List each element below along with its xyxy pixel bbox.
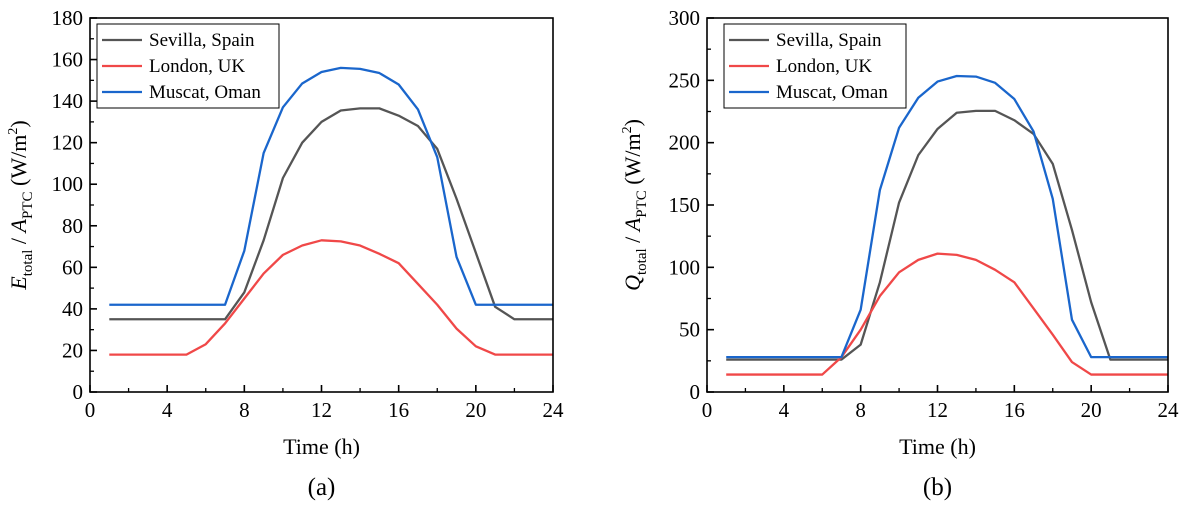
- series-line-0: [726, 109, 1168, 361]
- legend-label: London, UK: [149, 56, 245, 77]
- y-title-unit: (W/m: [620, 133, 645, 190]
- y-tick-label: 0: [73, 380, 84, 404]
- y-axis: 0 20 40 60 80 100 120 140 160 180: [52, 6, 97, 404]
- y-axis-title: Qtotal / APTC (W/m2): [620, 119, 650, 291]
- y-title-var: E: [6, 276, 31, 291]
- series-line-0: [109, 107, 553, 321]
- x-tick-label: 8: [239, 398, 250, 422]
- y-title-area-sub: PTC: [634, 190, 650, 218]
- chart-panel-a: 0 4 8 12 16 20 24 0 20 40 60 80 100 120 140 160 180 Time …: [6, 6, 564, 501]
- y-tick-label: 100: [669, 255, 701, 279]
- y-tick-label: 160: [52, 48, 84, 72]
- series-line-2: [109, 66, 553, 306]
- y-title-unit-sup: 2: [620, 126, 635, 133]
- legend-label: Sevilla, Spain: [149, 30, 255, 51]
- y-title-divider: /: [6, 232, 31, 249]
- series-line-2: [726, 74, 1168, 359]
- x-axis: 0 4 8 12 16 20 24: [85, 385, 564, 422]
- x-tick-label: 24: [543, 398, 565, 422]
- x-tick-label: 20: [1081, 398, 1102, 422]
- x-tick-label: 0: [702, 398, 713, 422]
- x-axis-title: Time (h): [899, 434, 976, 459]
- y-axis-title: Etotal / APTC (W/m2): [6, 120, 36, 290]
- y-tick-label: 50: [679, 318, 700, 342]
- legend-label: London, UK: [776, 56, 872, 77]
- y-tick-label: 80: [62, 214, 83, 238]
- y-tick-label: 40: [62, 297, 83, 321]
- y-title-unit: (W/m: [6, 135, 31, 192]
- legend-label: Muscat, Oman: [149, 82, 261, 103]
- y-axis: 0 50 100 150 200 250 300: [669, 6, 714, 404]
- y-tick-label: 100: [52, 172, 84, 196]
- y-title-unit-close: ): [620, 119, 645, 126]
- x-tick-label: 20: [465, 398, 486, 422]
- chart-panel-b: 0 4 8 12 16 20 24 0 50 100 150 200 250 300 Time (h) Qto…: [620, 6, 1179, 501]
- x-tick-label: 0: [85, 398, 96, 422]
- x-tick-label: 12: [927, 398, 948, 422]
- series-line-1: [726, 252, 1168, 376]
- y-title-unit-close: ): [6, 120, 31, 127]
- panel-label: (a): [308, 474, 336, 501]
- x-tick-label: 16: [1004, 398, 1025, 422]
- y-title-area-sub: PTC: [20, 191, 36, 219]
- x-tick-label: 4: [162, 398, 173, 422]
- x-axis: 0 4 8 12 16 20 24: [702, 385, 1179, 422]
- x-tick-label: 4: [779, 398, 790, 422]
- x-tick-label: 12: [311, 398, 332, 422]
- y-tick-label: 300: [669, 6, 701, 30]
- y-tick-label: 20: [62, 338, 83, 362]
- panel-label: (b): [923, 474, 952, 501]
- y-title-area: A: [620, 217, 645, 233]
- y-tick-label: 180: [52, 6, 84, 30]
- x-tick-label: 24: [1158, 398, 1180, 422]
- y-tick-label: 60: [62, 255, 83, 279]
- y-tick-label: 140: [52, 89, 84, 113]
- legend-label: Sevilla, Spain: [776, 30, 882, 51]
- y-title-var: Q: [620, 275, 645, 291]
- y-title-var-sub: total: [634, 248, 650, 275]
- legend: Sevilla, Spain London, UK Muscat, Oman: [96, 23, 280, 109]
- legend-label: Muscat, Oman: [776, 82, 888, 103]
- x-tick-label: 8: [855, 398, 866, 422]
- legend: Sevilla, Spain London, UK Muscat, Oman: [723, 23, 907, 109]
- y-tick-label: 120: [52, 131, 84, 155]
- series-line-1: [109, 239, 553, 356]
- x-axis-title: Time (h): [283, 434, 360, 459]
- y-title-var-sub: total: [20, 250, 36, 277]
- y-tick-label: 200: [669, 131, 701, 155]
- y-title-divider: /: [620, 231, 645, 248]
- x-tick-label: 16: [388, 398, 409, 422]
- series-lines: [109, 66, 553, 356]
- y-tick-label: 250: [669, 68, 701, 92]
- y-tick-label: 150: [669, 193, 701, 217]
- y-tick-label: 0: [690, 380, 701, 404]
- series-lines: [726, 74, 1168, 376]
- y-title-unit-sup: 2: [6, 128, 21, 135]
- y-title-area: A: [6, 218, 31, 234]
